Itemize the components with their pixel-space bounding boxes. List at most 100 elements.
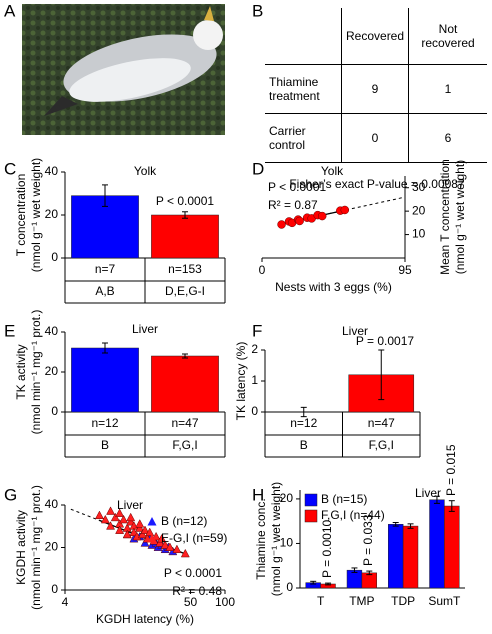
bird-tail	[44, 96, 78, 116]
legend-label: B (n=15)	[321, 492, 367, 506]
chart-title: Yolk	[321, 164, 344, 178]
x-tick-label: TMP	[349, 594, 374, 608]
annotation: R² = 0.48	[172, 584, 222, 598]
panel-letter: D	[252, 159, 264, 178]
group-label: B	[101, 438, 109, 452]
legend-label: F,G,I (n=44)	[321, 508, 385, 522]
x-tick-label: 4	[62, 595, 69, 609]
group-label: A,B	[95, 284, 114, 298]
y-axis-label: Thiamine conc.	[254, 498, 268, 579]
point	[165, 542, 175, 551]
chart-title: Liver	[342, 324, 368, 338]
panel-letter: H	[252, 485, 264, 504]
point	[145, 527, 155, 537]
row-label: Carrier control	[265, 113, 342, 163]
annotation: P = 0.0010	[320, 520, 334, 578]
x-tick-label: 0	[259, 263, 266, 277]
y-tick-label: 40	[45, 497, 59, 511]
bar	[71, 347, 139, 413]
y-tick-label: 20	[412, 203, 426, 217]
y-axis-label: (nmol min⁻¹ mg⁻¹ prot.)	[29, 485, 43, 610]
point	[157, 533, 167, 543]
x-axis-label: Nests with 3 eggs (%)	[275, 280, 392, 294]
y-axis-label: (nmol g⁻¹ wet weight)	[269, 482, 283, 596]
photo	[22, 4, 225, 135]
cell: 1	[408, 64, 487, 114]
point	[140, 525, 150, 534]
point	[180, 548, 190, 558]
point	[137, 529, 147, 539]
sample-size-label: n=7	[95, 262, 116, 276]
corner-cell	[265, 8, 342, 65]
point	[135, 523, 145, 532]
bird-belly	[69, 58, 191, 102]
annotation: P = 0.015	[444, 444, 458, 496]
y-tick-label: 20	[45, 540, 59, 554]
y-axis-label: (nmol g⁻¹ wet weight)	[453, 160, 467, 274]
cell: 0	[340, 113, 410, 163]
panel-letter: F	[252, 321, 262, 340]
x-tick-label: SumT	[428, 594, 461, 608]
panel-letter: B	[252, 1, 263, 20]
column-header: Not recovered	[408, 8, 487, 65]
panel-letter: E	[4, 321, 15, 340]
y-axis-label: TK activity	[14, 344, 28, 399]
table-header: Recovered Not recovered	[265, 8, 487, 65]
bar	[388, 524, 404, 589]
legend-swatch	[304, 509, 318, 523]
y-tick-label: 10	[280, 536, 294, 550]
bar	[151, 355, 219, 413]
y-tick-label: 20	[45, 364, 59, 378]
annotation: P < 0.0001	[164, 566, 222, 580]
y-tick-label: 30	[412, 180, 426, 194]
point	[295, 216, 304, 226]
annotation: P < 0.0001	[268, 180, 326, 194]
annotation: P = 0.0017	[356, 334, 414, 348]
point	[115, 508, 125, 517]
x-tick-label: TDP	[391, 594, 415, 608]
sample-size-label: n=47	[368, 416, 395, 430]
group-label: D,E,G-I	[165, 284, 205, 298]
point	[106, 506, 116, 515]
point	[155, 538, 165, 547]
sample-size-label: n=153	[168, 262, 202, 276]
y-axis-label: T concentration	[14, 174, 28, 257]
point	[317, 211, 327, 221]
y-axis-label: (nmol min⁻¹ mg⁻¹ prot.)	[29, 310, 43, 435]
annotation: P < 0.0001	[156, 194, 214, 208]
legend-label: B (n=12)	[161, 514, 207, 528]
table-row: Carrier control 0 6	[265, 113, 487, 163]
legend-swatch	[304, 493, 318, 507]
y-tick-label: 40	[45, 164, 59, 178]
y-axis-label: TK latency (%)	[234, 342, 248, 421]
panel-letter: C	[4, 159, 16, 178]
group-label: B	[300, 438, 308, 452]
point	[122, 529, 132, 539]
row-label: Thiamine treatment	[265, 64, 342, 114]
y-tick-label: 10	[412, 227, 426, 241]
point	[340, 205, 350, 215]
table-row: Thiamine treatment 9 1	[265, 64, 487, 114]
y-tick-label: 0	[286, 580, 293, 594]
y-tick-label: 20	[45, 207, 59, 221]
y-axis-label: Mean T concentration	[438, 159, 452, 275]
x-tick-label: T	[317, 594, 325, 608]
x-tick-label: 95	[398, 263, 412, 277]
x-tick-label: 100	[215, 595, 235, 609]
sample-size-label: n=12	[290, 416, 317, 430]
y-tick-label: 1	[251, 373, 258, 387]
table: Recovered Not recovered Thiamine treatme…	[265, 8, 487, 163]
annotation: R² = 0.87	[268, 198, 318, 212]
point	[94, 510, 104, 520]
x-axis-label: KGDH latency (%)	[96, 612, 194, 626]
cell: 6	[408, 113, 487, 163]
bird-beak	[204, 6, 214, 21]
column-header: Recovered	[340, 8, 410, 65]
chart-title: Liver	[132, 322, 158, 336]
bar	[444, 505, 460, 589]
y-tick-label: 0	[251, 404, 258, 418]
point	[126, 512, 136, 522]
panel-letter: G	[4, 485, 17, 504]
